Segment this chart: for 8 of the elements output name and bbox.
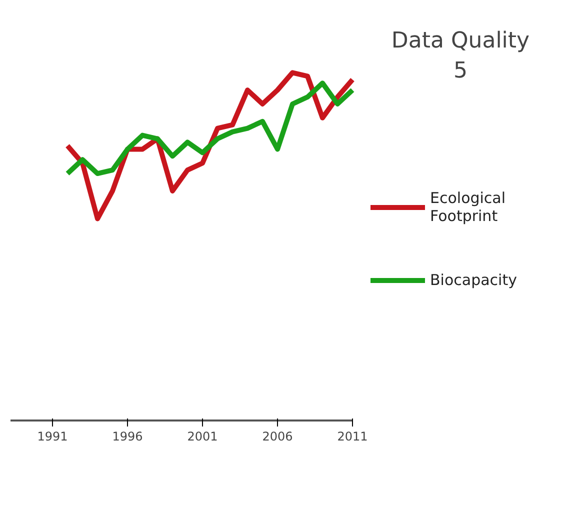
text: Data Quality 5	[391, 28, 530, 84]
x-tick-label: 1996	[112, 430, 143, 444]
x-tick-label: 2011	[337, 430, 368, 444]
legend-label: Biocapacity	[430, 271, 517, 289]
x-tick-label: 2001	[187, 430, 218, 444]
x-tick-label: 1991	[37, 430, 68, 444]
x-tick-label: 2006	[262, 430, 293, 444]
legend-label: Ecological Footprint	[430, 189, 506, 225]
